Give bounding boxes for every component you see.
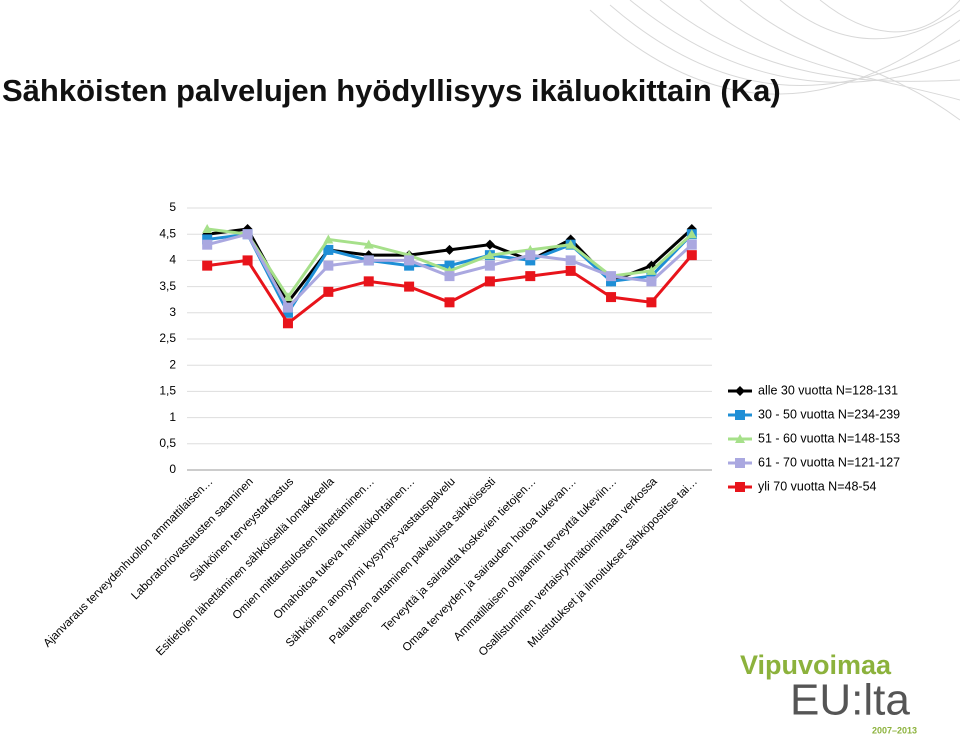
y-tick-label: 2,5 [159,331,176,345]
legend-marker [735,386,745,396]
slide-title: Sähköisten palvelujen hyödyllisyys ikälu… [2,73,781,108]
data-point [565,255,576,266]
decoration [589,0,960,121]
data-point [484,250,495,260]
y-tick-label: 0,5 [159,436,176,450]
data-point [646,265,657,275]
y-tick-label: 4 [169,253,176,267]
data-point [646,276,657,287]
y-tick-label: 5 [169,200,176,214]
data-point [484,276,495,287]
data-point [363,276,374,287]
data-point [323,260,334,271]
data-point [606,271,617,282]
data-point [444,271,455,282]
data-point [686,229,697,239]
legend-label: 61 - 70 vuotta N=121-127 [758,455,900,469]
logo-years: 2007–2013 [872,725,917,735]
data-point [242,255,253,266]
legend-marker [735,458,745,468]
logo-sub: EU:lta [790,676,910,725]
legend-label: alle 30 vuotta N=128-131 [758,383,898,397]
data-point [444,260,455,271]
data-point [606,292,617,303]
data-point [363,255,374,266]
data-point [282,292,293,302]
data-point [525,250,536,261]
y-tick-label: 4,5 [159,226,176,240]
x-tick-label: Omahoitoa tukeva henkilökohtainen… [271,476,417,622]
data-point [323,234,334,244]
data-point [323,286,334,297]
data-point [202,239,213,250]
data-point [484,239,495,250]
legend-marker [735,434,745,443]
y-tick-label: 1 [169,410,176,424]
data-point [202,223,213,233]
legend-marker [735,482,745,492]
data-point [444,297,455,308]
data-point [323,244,334,255]
data-point [565,239,576,249]
x-tick-label: Terveyttä ja sairautta koskevien tietoje… [380,476,539,635]
data-point [606,276,617,287]
x-tick-label: Omien mittaustulosten lähettäminen… [231,476,377,622]
data-point [484,260,495,271]
y-tick-label: 3 [169,305,176,319]
data-point [404,260,415,271]
data-point [444,244,455,255]
logo-name: Vipuvoimaa [740,650,892,680]
data-point [686,250,697,261]
data-point [282,318,293,329]
data-point [565,265,576,276]
y-tick-label: 2 [169,357,176,371]
data-point [242,229,253,240]
data-point [404,255,415,266]
data-point [646,271,657,282]
data-point [404,281,415,292]
data-point [525,271,536,282]
data-point [525,255,536,266]
y-tick-label: 0 [169,462,176,476]
logo: Vipuvoimaa EU:lta 2007–2013 [740,650,917,735]
data-point [202,260,213,271]
data-point [686,239,697,250]
legend-label: 30 - 50 vuotta N=234-239 [758,407,900,421]
data-point [363,239,374,249]
data-point [282,302,293,313]
legend-label: yli 70 vuotta N=48-54 [758,479,877,493]
data-point [202,234,213,245]
legend-marker [735,410,745,420]
y-tick-label: 1,5 [159,384,176,398]
data-point [282,307,293,318]
legend-label: 51 - 60 vuotta N=148-153 [758,431,900,445]
data-point [646,297,657,308]
y-tick-label: 3,5 [159,279,176,293]
